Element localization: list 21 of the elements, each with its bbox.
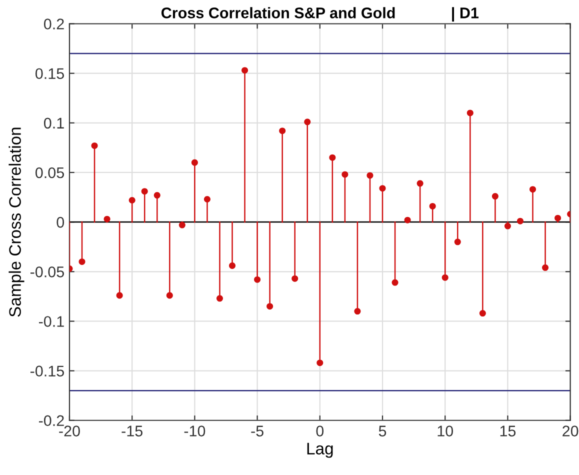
x-tick-label: -10: [184, 426, 206, 436]
y-tick-label: 0.1: [44, 118, 64, 129]
x-tick-label: 15: [500, 426, 516, 436]
x-tick-label: 20: [562, 426, 578, 436]
x-tick-label: 5: [378, 426, 386, 436]
y-tick-label: 0.2: [44, 18, 64, 30]
y-tick-label: -0.2: [38, 415, 64, 426]
y-tick-label: -0.15: [30, 366, 64, 376]
x-tick-label: 0: [316, 426, 324, 436]
x-axis-title: Lag: [307, 442, 333, 458]
y-tick-label: -0.05: [30, 266, 64, 278]
chart-title: Cross Correlation S&P and Gold | D1: [161, 7, 479, 22]
x-tick-label: -20: [59, 426, 80, 436]
x-tick-label: -15: [122, 426, 142, 436]
x-tick-label: -5: [251, 426, 264, 436]
y-tick-label: 0: [56, 216, 64, 228]
y-axis-title: Sample Cross Correlation: [8, 128, 24, 317]
y-tick-label: 0.15: [35, 68, 64, 80]
y-tick-label: -0.1: [38, 316, 64, 327]
x-tick-label: 10: [438, 426, 454, 436]
y-tick-label: 0.05: [35, 167, 64, 178]
